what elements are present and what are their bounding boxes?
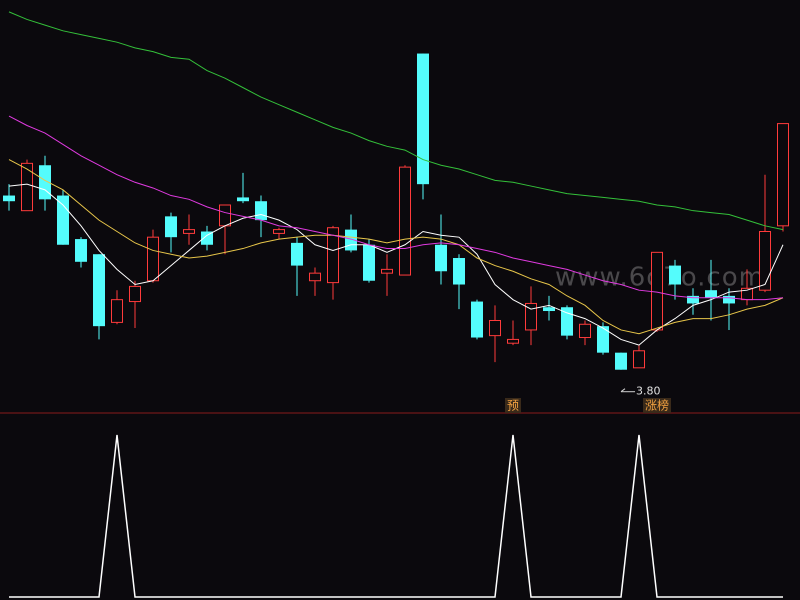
candle-body	[57, 195, 69, 245]
low-label: 3.80	[636, 385, 661, 398]
candle-body	[597, 326, 609, 353]
signal-box	[643, 398, 671, 413]
candle-body	[309, 272, 321, 282]
candle-body	[651, 251, 663, 331]
candle-body	[453, 258, 465, 285]
candle-body	[111, 299, 123, 323]
candle-body	[525, 302, 537, 331]
candle-body	[93, 254, 105, 327]
candle-body	[147, 236, 159, 282]
candle-body	[201, 231, 213, 245]
candle-body	[291, 242, 303, 266]
signal-label: 涨榜	[645, 398, 669, 413]
indicator-line	[9, 434, 783, 598]
signal-label: 预	[507, 399, 519, 413]
candle-body	[471, 301, 483, 338]
candle-body	[399, 166, 411, 276]
candle-body	[489, 319, 501, 337]
candle-body	[417, 53, 429, 185]
candle-body	[165, 216, 177, 238]
candle-body	[273, 229, 285, 234]
candle-body	[633, 350, 645, 369]
candle-body	[669, 265, 681, 285]
candle-body	[705, 290, 717, 298]
candle-body	[3, 195, 15, 202]
candle-body	[759, 231, 771, 291]
candle-body	[687, 295, 699, 304]
moving-average-line	[8, 115, 784, 301]
candle-body	[219, 204, 231, 227]
candle-body	[183, 229, 195, 234]
candle-body	[777, 123, 789, 227]
candle-body	[255, 201, 267, 221]
low-arrow-head	[620, 388, 626, 393]
candle-body	[39, 165, 51, 200]
candle-body	[21, 162, 33, 212]
candle-body	[435, 244, 447, 272]
candle-body	[363, 244, 375, 281]
candle-body	[381, 268, 393, 274]
candle-body	[327, 227, 339, 284]
candle-body	[543, 307, 555, 312]
moving-average-line	[8, 159, 784, 335]
candle-body	[579, 323, 591, 339]
candle-body	[129, 285, 141, 303]
signal-box	[505, 398, 521, 413]
candle-body	[507, 338, 519, 344]
moving-average-line	[8, 11, 784, 231]
candle-body	[237, 197, 249, 202]
candle-body	[723, 295, 735, 304]
candle-body	[615, 352, 627, 370]
candle-body	[75, 239, 87, 262]
